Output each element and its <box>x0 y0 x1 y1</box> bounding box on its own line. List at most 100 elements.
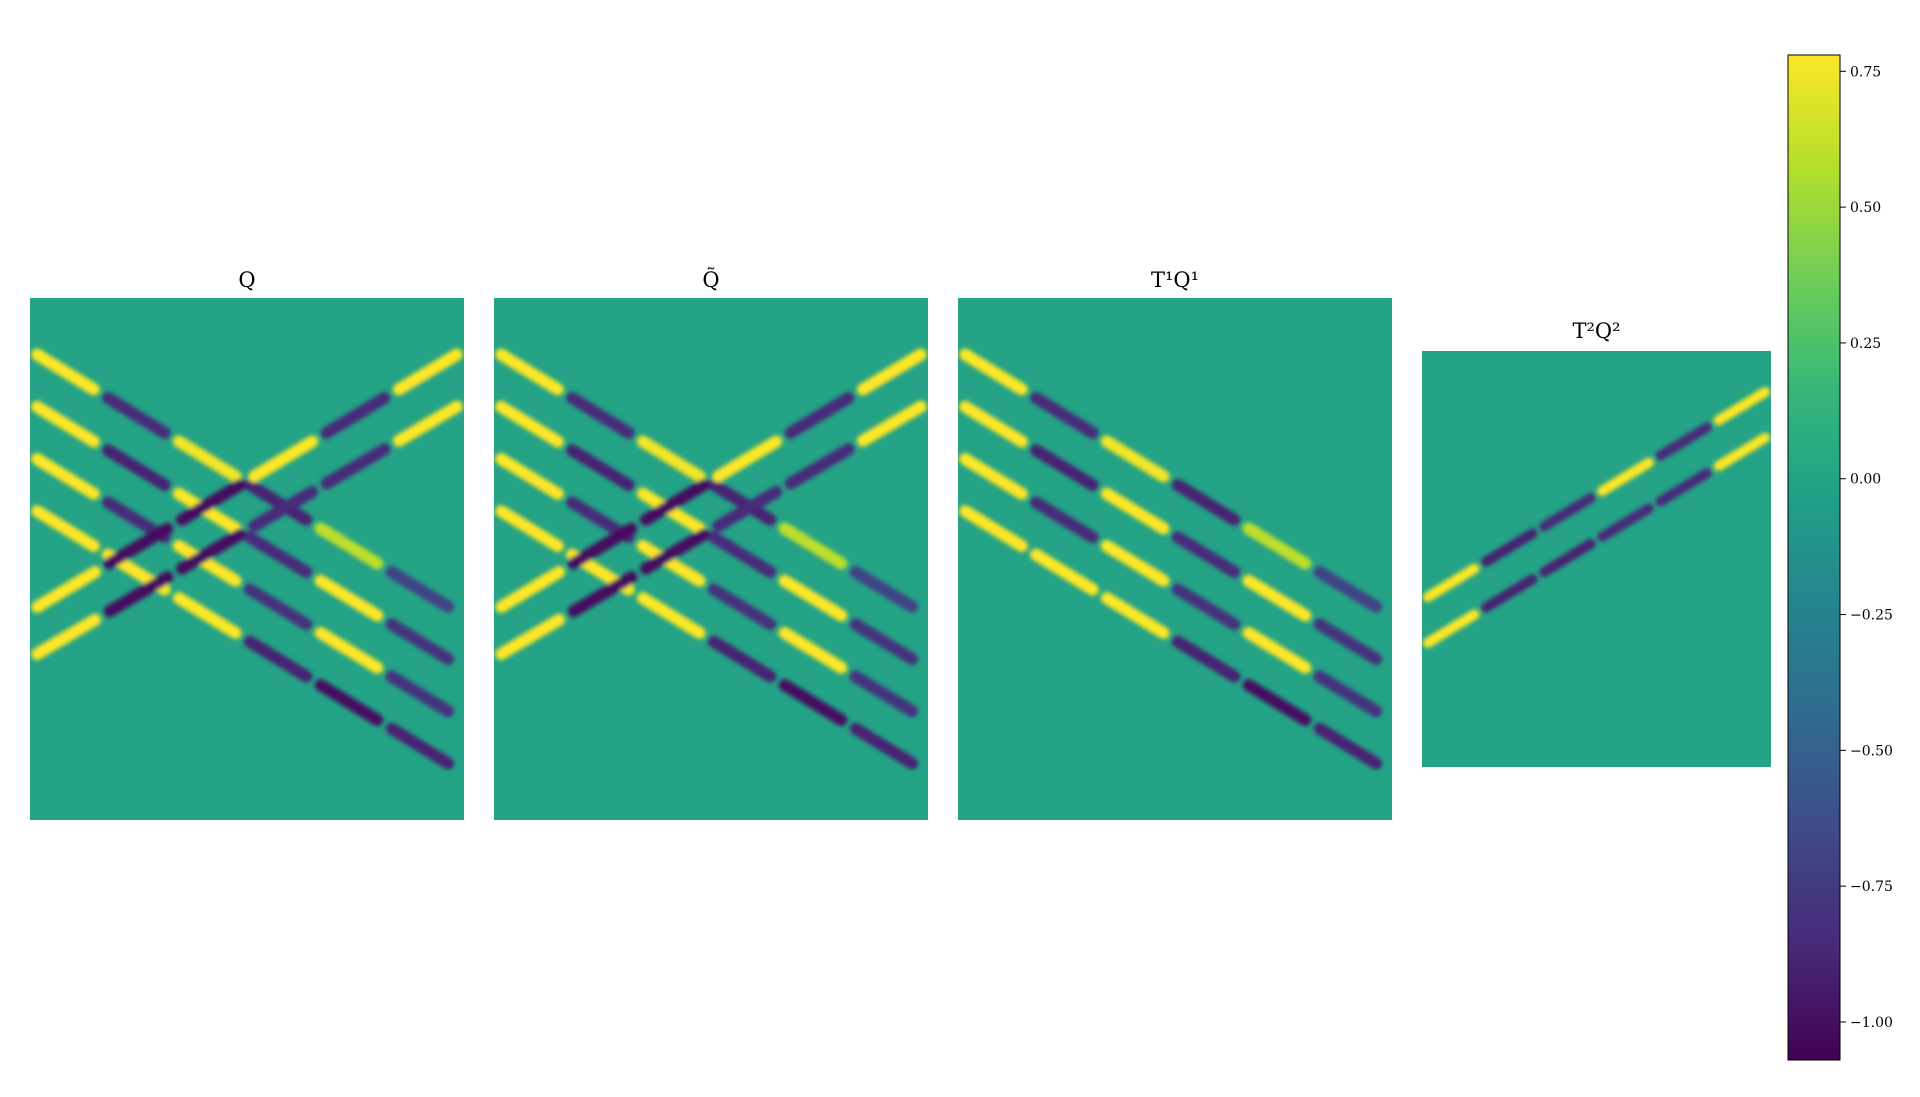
heatmap-band-segment <box>243 583 313 631</box>
heatmap-band-segment <box>1539 493 1596 532</box>
heatmap-background <box>30 298 464 820</box>
heatmap-band-segment <box>1655 422 1713 461</box>
heatmap-band-segment <box>849 722 919 770</box>
heatmap-band-segment <box>959 400 1028 448</box>
heatmap-band-segment <box>385 722 455 770</box>
heatmap-band-segment <box>175 479 246 526</box>
colorbar-tick-label: 0.00 <box>1850 472 1881 488</box>
heatmap-band-segment <box>103 522 174 570</box>
heatmap-band-segment <box>243 635 313 683</box>
heatmap-band-segment <box>1171 531 1241 579</box>
heatmap-band-segment <box>784 443 855 490</box>
heatmap-band-segment <box>1242 522 1312 570</box>
panel-q: Q <box>30 268 464 820</box>
heatmap-band-segment <box>567 571 638 618</box>
heatmap-band-segment <box>1713 386 1771 426</box>
heatmap-band-segment <box>495 566 566 613</box>
heatmap-band-segment <box>1029 392 1099 439</box>
heatmap-band-segment <box>172 435 242 483</box>
heatmap-band-segment <box>1100 539 1170 587</box>
heatmap-band-segment <box>1242 626 1312 674</box>
heatmap-band-segment <box>1100 435 1170 483</box>
heatmap-band-segment <box>1313 566 1383 613</box>
heatmap-band-segment <box>778 574 848 622</box>
heatmap-band-segment <box>959 348 1028 396</box>
heatmap-band-segment <box>1313 670 1383 718</box>
heatmap-band-segment <box>31 566 102 613</box>
heatmap-band-segment <box>567 522 638 570</box>
heatmap-band-segment <box>636 435 706 483</box>
heatmap-background <box>494 298 928 820</box>
heatmap-band-segment <box>101 392 171 439</box>
heatmap-band-segment <box>103 571 174 618</box>
heatmap-band-segment <box>1171 583 1241 631</box>
heatmap-band-segment <box>385 618 455 666</box>
heatmap-band-segment <box>314 679 384 726</box>
heatmap-band-segment <box>175 528 246 575</box>
heatmap-band-segment <box>712 435 783 483</box>
heatmap-band-segment <box>1242 574 1312 622</box>
heatmap-band-segment <box>392 348 463 396</box>
panel-title: T²Q² <box>1572 319 1621 343</box>
heatmap-band-segment <box>636 592 706 639</box>
heatmap-band-segment <box>778 522 848 570</box>
panel-title: Q <box>238 268 256 292</box>
heatmap-band-segment <box>495 348 564 396</box>
heatmap-band-segment <box>172 592 242 639</box>
heatmap-band-segment <box>565 444 635 492</box>
heatmap-band-segment <box>1313 618 1383 666</box>
heatmap-band-segment <box>856 400 927 447</box>
heatmap-band-segment <box>1100 592 1170 639</box>
heatmap-band-segment <box>385 670 455 718</box>
heatmap-background <box>958 298 1392 820</box>
heatmap-band-segment <box>1597 503 1654 542</box>
colorbar-tick-label: −0.75 <box>1850 879 1893 895</box>
heatmap-band-segment <box>959 452 1028 500</box>
heatmap-band-segment <box>243 479 313 526</box>
heatmap-band-segment <box>1422 609 1480 648</box>
heatmap-band-segment <box>172 539 242 587</box>
colorbar-tick-label: −0.50 <box>1850 743 1893 759</box>
colorbar-tick-label: −0.25 <box>1850 608 1893 624</box>
heatmap-band-segment <box>1539 538 1596 578</box>
heatmap-band-segment <box>248 485 319 533</box>
heatmap-band-segment <box>243 531 313 579</box>
colorbar-tick-label: 0.75 <box>1850 64 1881 80</box>
heatmap-band-segment <box>707 583 777 631</box>
heatmap-band-segment <box>31 505 100 552</box>
heatmap-band-segment <box>1597 457 1654 496</box>
heatmap-band-segment <box>1171 479 1241 526</box>
heatmap-band-segment <box>495 505 564 552</box>
heatmap-band-segment <box>784 392 855 439</box>
heatmap-band-segment <box>778 626 848 674</box>
heatmap-band-segment <box>392 400 463 447</box>
heatmap-t1q1 <box>958 298 1392 820</box>
panel-q-tilde: Q̃ <box>494 268 928 820</box>
heatmap-band-segment <box>849 566 919 613</box>
colorbar-tick-label: 0.25 <box>1850 336 1881 352</box>
heatmap-q <box>30 298 464 820</box>
heatmap-band-segment <box>314 574 384 622</box>
heatmap-band-segment <box>1242 679 1312 726</box>
colorbar-tick-label: 0.50 <box>1850 200 1881 216</box>
heatmap-band-segment <box>639 528 710 575</box>
heatmap-band-segment <box>385 566 455 613</box>
heatmap-band-segment <box>1100 487 1170 535</box>
colorbar-gradient <box>1787 54 1841 1061</box>
heatmap-band-segment <box>495 400 564 448</box>
panel-t1q1: T¹Q¹ <box>958 268 1392 820</box>
heatmap-band-segment <box>636 539 706 587</box>
colorbar: 0.75 0.50 0.25 0.00 −0.25 −0.50 −0.75 −1.00 <box>1787 54 1893 1061</box>
panel-title: T¹Q¹ <box>1150 268 1200 292</box>
heatmap-band-segment <box>31 348 100 396</box>
heatmap-band-segment <box>1713 432 1771 472</box>
heatmap-band-segment <box>31 452 100 500</box>
heatmap-band-segment <box>1480 528 1538 567</box>
heatmap-band-segment <box>707 479 777 526</box>
heatmap-band-segment <box>101 444 171 492</box>
heatmap-band-segment <box>778 679 848 726</box>
heatmap-background <box>1422 351 1771 767</box>
heatmap-band-segment <box>707 635 777 683</box>
heatmap-band-segment <box>1480 574 1538 613</box>
heatmap-band-segment <box>849 670 919 718</box>
